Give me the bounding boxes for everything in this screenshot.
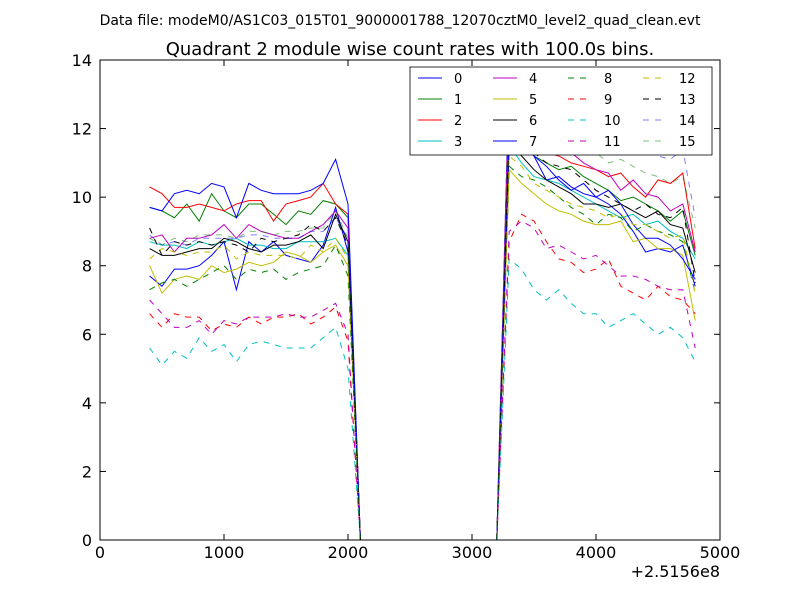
x-tick-label: 2000 (328, 543, 369, 562)
y-tick-label: 2 (82, 462, 92, 481)
series-line-9 (149, 213, 696, 541)
y-tick-label: 14 (72, 51, 92, 70)
legend-label-14: 14 (679, 114, 696, 129)
chart-title: Quadrant 2 module wise count rates with … (166, 39, 655, 60)
legend-label-7: 7 (529, 135, 537, 150)
legend-label-10: 10 (604, 114, 621, 129)
figure-suptitle: Data file: modeM0/AS1C03_015T01_90000017… (100, 13, 701, 29)
series-line-8 (149, 165, 696, 541)
legend-label-6: 6 (529, 114, 537, 129)
y-tick-label: 10 (72, 188, 92, 207)
series-line-7 (149, 134, 696, 541)
y-tick-label: 12 (72, 120, 92, 139)
x-tick-label: 4000 (576, 543, 617, 562)
series-line-6 (149, 141, 696, 541)
legend-label-9: 9 (604, 93, 612, 108)
plot-frame (99, 59, 721, 541)
x-tick-label: 5000 (700, 543, 741, 562)
legend-label-4: 4 (529, 72, 537, 87)
y-tick-label: 8 (82, 257, 92, 276)
legend-label-15: 15 (679, 135, 696, 150)
legend-label-8: 8 (604, 72, 612, 87)
series-line-15 (149, 73, 696, 541)
legend-label-12: 12 (679, 72, 696, 87)
x-tick-label: 1000 (204, 543, 245, 562)
legend-label-1: 1 (454, 93, 462, 108)
x-tick-label: 3000 (452, 543, 493, 562)
legend-box (409, 66, 713, 156)
legend-label-3: 3 (454, 135, 462, 150)
series-line-1 (149, 113, 696, 541)
y-tick-label: 6 (82, 325, 92, 344)
series-line-10 (149, 257, 696, 541)
series-line-2 (149, 94, 696, 541)
legend-label-11: 11 (604, 135, 621, 150)
legend-label-2: 2 (454, 114, 462, 129)
series-line-0 (149, 130, 696, 541)
legend-label-5: 5 (529, 93, 537, 108)
legend-label-0: 0 (454, 72, 462, 87)
y-tick-label: 0 (82, 531, 92, 550)
x-offset-label: +2.5156e8 (631, 562, 720, 581)
legend-label-13: 13 (679, 93, 696, 108)
y-tick-label: 4 (82, 394, 92, 413)
x-tick-label: 0 (95, 543, 105, 562)
series-line-13 (149, 127, 696, 541)
